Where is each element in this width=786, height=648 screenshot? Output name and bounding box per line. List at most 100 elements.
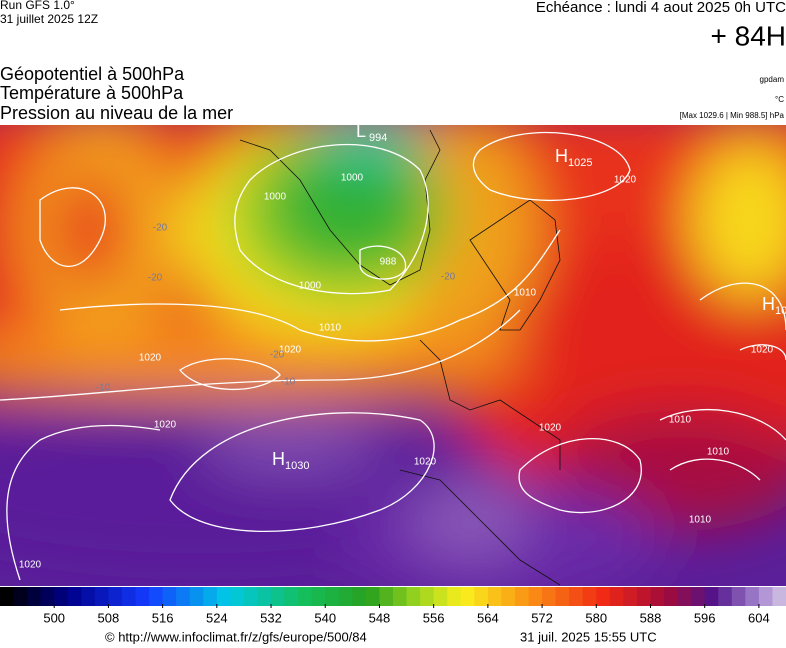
colorbar-swatch — [162, 587, 177, 606]
colorbar-swatch — [379, 587, 394, 606]
colorbar-swatch — [135, 587, 150, 606]
colorbar-tick-label: 508 — [98, 610, 120, 625]
pressure-center-letter: H — [762, 294, 775, 314]
colorbar-swatch — [108, 587, 123, 606]
colorbar-tick-label: 596 — [694, 610, 716, 625]
pressure-center-value: 10 — [775, 305, 786, 317]
colorbar-swatch — [542, 587, 557, 606]
colorbar-swatch — [677, 587, 692, 606]
pressure-center-value: 1025 — [568, 157, 592, 169]
isobar-label: 1020 — [139, 353, 162, 364]
colorbar-swatch — [243, 587, 258, 606]
valid-time: Echéance : lundi 4 aout 2025 0h UTC — [536, 0, 786, 16]
isobar-label: 1020 — [279, 345, 302, 356]
colorbar-swatch — [474, 587, 489, 606]
colorbar-swatch — [27, 587, 42, 606]
colorbar-swatch — [94, 587, 109, 606]
colorbar-tick-label: 580 — [585, 610, 607, 625]
map-field — [0, 125, 786, 586]
colorbar-swatch — [596, 587, 611, 606]
colorbar-swatch — [487, 587, 502, 606]
field-title: Géopotentiel à 500hPa — [0, 64, 185, 84]
colorbar-tick-label: 532 — [260, 610, 282, 625]
colorbar-swatch — [81, 587, 96, 606]
colorbar-swatch — [758, 587, 773, 606]
colorbar-swatch — [176, 587, 191, 606]
colorbar-tick-label: 548 — [369, 610, 391, 625]
isobar-label: 1000 — [341, 173, 364, 184]
colorbar-swatch — [0, 587, 15, 606]
unit-label: °C — [775, 95, 784, 104]
unit-label: gpdam — [760, 75, 785, 84]
isobar-label: 1010 — [514, 288, 537, 299]
pressure-center-letter: L — [356, 121, 366, 141]
field-title: Pression au niveau de la mer — [0, 103, 233, 123]
isobar-label: 1010 — [669, 415, 692, 426]
colorbar-swatch — [203, 587, 218, 606]
colorbar-swatch — [257, 587, 272, 606]
colorbar-swatch — [406, 587, 421, 606]
isobar-label: 1020 — [414, 457, 437, 468]
run-label: 31 juillet 2025 12Z — [0, 12, 98, 26]
colorbar-swatch — [745, 587, 760, 606]
colorbar: 500 508 516 524 532 540 548 556 564 572 580 588 596 6… — [0, 587, 786, 625]
colorbar-swatch — [338, 587, 353, 606]
colorbar-swatch — [718, 587, 733, 606]
isotherm-label: -20 — [270, 350, 285, 361]
colorbar-swatch — [460, 587, 475, 606]
colorbar-swatch — [284, 587, 299, 606]
isobar-label: 1010 — [689, 515, 712, 526]
colorbar-swatch — [189, 587, 204, 606]
isobar-label: 1010 — [319, 323, 342, 334]
colorbar-swatch — [704, 587, 719, 606]
colorbar-swatch — [609, 587, 624, 606]
colorbar-swatch — [393, 587, 408, 606]
colorbar-swatch — [555, 587, 570, 606]
isobar-label: 1020 — [19, 560, 42, 571]
colorbar-swatch — [121, 587, 137, 606]
colorbar-swatch — [271, 587, 286, 606]
colorbar-swatch — [298, 587, 313, 606]
isobar-label: 1010 — [707, 447, 730, 458]
pressure-center-value: 1030 — [285, 460, 309, 472]
isotherm-label: -10 — [96, 383, 111, 394]
colorbar-swatch — [636, 587, 651, 606]
model-label: Run GFS 1.0° — [0, 0, 75, 12]
colorbar-tick-label: 524 — [206, 610, 228, 625]
colorbar-tick-label: 564 — [477, 610, 499, 625]
isobar-label: 1020 — [539, 423, 562, 434]
isotherm-label: -20 — [153, 223, 168, 234]
colorbar-swatch — [623, 587, 638, 606]
isobar-label: 988 — [380, 257, 397, 268]
isobar-label: 1000 — [299, 281, 322, 292]
unit-label: [Max 1029.6 | Min 988.5] hPa — [680, 111, 785, 120]
colorbar-swatch — [311, 587, 326, 606]
colorbar-swatch — [149, 587, 164, 606]
colorbar-swatch — [54, 587, 69, 606]
colorbar-swatch — [772, 587, 786, 606]
colorbar-swatch — [447, 587, 462, 606]
isotherm-label: -10 — [281, 377, 296, 388]
isobar-label: 1020 — [154, 420, 177, 431]
isotherm-label: -20 — [148, 273, 163, 284]
colorbar-swatch — [352, 587, 367, 606]
colorbar-tick-label: 556 — [423, 610, 445, 625]
pressure-center-letter: H — [555, 146, 568, 166]
pressure-center-value: 994 — [369, 132, 387, 144]
colorbar-swatch — [514, 587, 530, 606]
colorbar-tick-label: 588 — [640, 610, 662, 625]
colorbar-swatch — [528, 587, 543, 606]
colorbar-swatch — [13, 587, 28, 606]
colorbar-swatch — [731, 587, 746, 606]
isobar-label: 1020 — [614, 175, 637, 186]
colorbar-swatch — [40, 587, 55, 606]
colorbar-swatch — [501, 587, 516, 606]
lead-time: + 84H — [711, 20, 786, 51]
isotherm-label: -20 — [441, 272, 456, 283]
colorbar-swatch — [325, 587, 340, 606]
field-title: Température à 500hPa — [0, 83, 184, 103]
pressure-center-letter: H — [272, 449, 285, 469]
colorbar-swatch — [230, 587, 245, 606]
colorbar-swatch — [216, 587, 231, 606]
